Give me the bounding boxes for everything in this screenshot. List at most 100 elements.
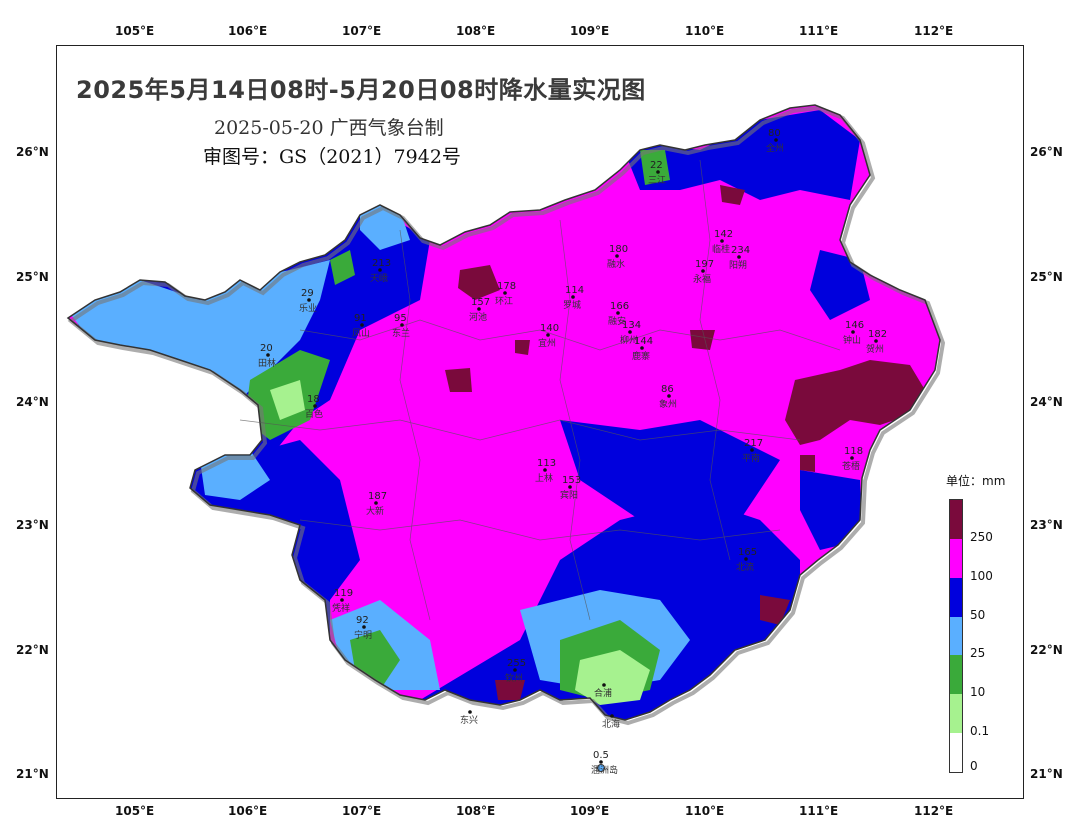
station-dot [307,298,311,302]
longitude-label-bottom: 106°E [228,804,268,818]
station-name: 全州 [766,142,784,154]
legend-label: 25 [970,646,986,661]
station-dot [362,625,366,629]
station-name: 涠洲岛 [591,764,618,776]
station-name: 宾阳 [560,489,578,501]
legend-swatch-100 [950,538,962,578]
longitude-label-bottom: 108°E [456,804,496,818]
longitude-label-bottom: 111°E [799,804,839,818]
station-dot [640,346,644,350]
station-value: 213 [372,258,391,269]
station-name: 凤山 [352,328,370,339]
latitude-label-left: 21°N [16,767,49,781]
station-value: 0.5 [593,750,609,761]
latitude-label-right: 25°N [1030,270,1063,284]
longitude-label-top: 106°E [228,24,268,38]
station-name: 宜州 [538,337,556,349]
longitude-label-bottom: 105°E [115,804,155,818]
map-title: 2025年5月14日08时-5月20日08时降水量实况图 [76,76,646,104]
station-dot [610,714,614,718]
map-subtitle: 2025-05-20 广西气象台制 [214,117,444,139]
station-dot [616,311,620,315]
station-name: 乐业 [299,302,317,314]
longitude-label-bottom: 109°E [570,804,610,818]
latitude-label-left: 26°N [16,145,49,159]
station-name: 宁明 [354,629,372,641]
station-dot [874,339,878,343]
station-dot [513,668,517,672]
station-name: 象州 [659,398,677,410]
station-name: 融安 [608,315,626,327]
station-dot [400,323,404,327]
station-name: 河池 [469,311,487,323]
station-dot [503,291,507,295]
latitude-label-right: 24°N [1030,395,1063,409]
legend-swatch-250 [950,500,962,539]
longitude-label-top: 111°E [799,24,839,38]
station-dot [628,330,632,334]
station-value: 118 [844,446,863,457]
legend-colorbar [949,499,963,773]
station-name: 柳州 [620,334,638,346]
station-name: 临桂 [712,243,730,255]
station-name: 鹿寨 [632,350,650,362]
station-name: 平南 [742,452,760,464]
station-value: 217 [744,438,763,449]
station-value: 119 [334,588,353,599]
legend-swatch-50 [950,577,962,617]
legend-label: 100 [970,568,993,583]
station-name: 上林 [535,472,553,484]
station-dot [266,353,270,357]
legend-label: 0.1 [970,724,990,739]
station-dot [378,268,382,272]
station-dot [571,295,575,299]
station-value: 114 [565,285,584,296]
station-dot [599,760,603,764]
longitude-label-bottom: 107°E [342,804,382,818]
latitude-label-right: 23°N [1030,518,1063,532]
legend-unit: 单位：mm [946,474,1006,488]
legend-swatch-0.1 [950,694,962,734]
latitude-label-right: 22°N [1030,643,1063,657]
legend-label: 10 [970,685,986,700]
legend-swatch-0 [950,733,962,772]
legend-label: 50 [970,607,986,622]
station-name: 永福 [693,273,711,285]
station-dot [850,456,854,460]
station-dot [701,269,705,273]
station-value: 165 [738,547,757,558]
station-value: 255 [507,658,526,669]
station-value: 157 [471,297,490,308]
station-dot [851,330,855,334]
station-name: 大新 [366,505,384,517]
latitude-label-left: 23°N [16,518,49,532]
station-value: 18 [307,394,320,405]
station-name: 合浦 [594,687,612,699]
station-value: 140 [540,323,559,334]
station-value: 20 [260,343,273,354]
longitude-label-bottom: 112°E [914,804,954,818]
station-dot [543,468,547,472]
station-dot [615,254,619,258]
station-value: 22 [650,160,663,171]
longitude-label-top: 110°E [685,24,725,38]
station-value: 80 [768,128,781,139]
station-value: 146 [845,320,864,331]
legend-label: 250 [970,529,993,544]
station-name: 融水 [607,258,625,270]
longitude-label-top: 108°E [456,24,496,38]
station-name: 东兰 [392,327,410,339]
station-name: 田林 [258,357,276,369]
station-name: 钟山 [843,334,861,346]
latitude-label-left: 22°N [16,643,49,657]
station-name: 北海 [602,718,620,730]
station-value: 178 [497,281,516,292]
longitude-label-bottom: 110°E [685,804,725,818]
station-value: 153 [562,475,581,486]
legend-label: 0 [970,759,978,773]
station-name: 三江 [648,175,666,186]
longitude-label-top: 107°E [342,24,382,38]
station-dot [720,239,724,243]
station-value: 180 [609,244,628,255]
station-value: 134 [622,320,641,331]
